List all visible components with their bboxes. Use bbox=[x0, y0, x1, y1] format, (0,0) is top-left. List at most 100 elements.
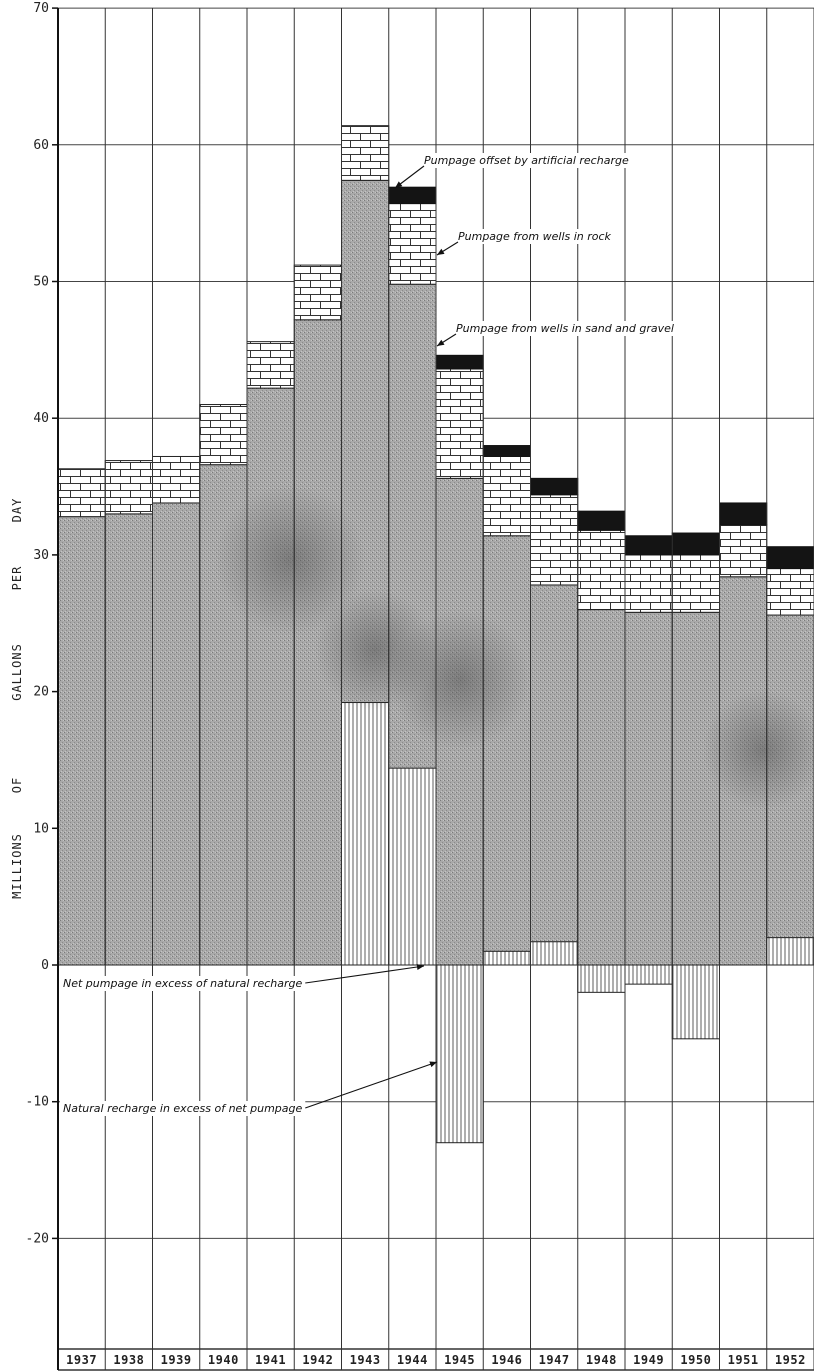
y-axis-label-word: OF bbox=[10, 777, 24, 793]
x-tick-label-1943: 1943 bbox=[350, 1353, 381, 1367]
y-tick-label: 30 bbox=[33, 548, 49, 563]
bar-rock-1940 bbox=[199, 404, 248, 466]
x-tick-label-1946: 1946 bbox=[491, 1353, 522, 1367]
bar-sand-gravel-1939 bbox=[152, 502, 201, 966]
annotation-label: Pumpage from wells in rock bbox=[458, 230, 612, 243]
x-tick-labels: 1937 1938 1939 1940 1941 1942 1943 1944 1945 1946… bbox=[66, 1353, 806, 1367]
annotation-arrowhead bbox=[429, 1061, 437, 1068]
x-tick-label-1950: 1950 bbox=[680, 1353, 711, 1367]
bar-rock-1943 bbox=[341, 125, 390, 181]
bar-net-1949 bbox=[624, 964, 673, 985]
bar-net-1944 bbox=[388, 767, 437, 966]
y-tick-label: 70 bbox=[33, 1, 49, 16]
bar-rock-1942 bbox=[293, 264, 342, 321]
bar-artificial-recharge-1947 bbox=[530, 477, 579, 496]
y-axis-label-word: DAY bbox=[10, 498, 24, 523]
scan-smudge bbox=[703, 690, 814, 810]
x-tick-label-1940: 1940 bbox=[208, 1353, 239, 1367]
annotation-label: Pumpage from wells in sand and gravel bbox=[456, 322, 674, 335]
bar-rock-1949 bbox=[624, 554, 673, 613]
bar-rock-1941 bbox=[246, 341, 295, 389]
annotation-leader bbox=[305, 965, 425, 984]
scan-smudge bbox=[215, 485, 365, 635]
scan-smudge bbox=[390, 610, 530, 750]
y-tick-label: 50 bbox=[33, 275, 49, 290]
y-tick-label: 10 bbox=[33, 821, 49, 836]
bar-rock-1947 bbox=[530, 494, 579, 586]
bar-artificial-recharge-1950 bbox=[671, 532, 720, 556]
bar-rock-1939 bbox=[152, 455, 201, 504]
bar-rock-1937 bbox=[57, 468, 106, 518]
bar-rock-1938 bbox=[104, 460, 153, 515]
y-tick-label: -10 bbox=[26, 1095, 49, 1110]
annotation-label: Pumpage offset by artificial recharge bbox=[424, 154, 629, 167]
bar-artificial-recharge-1948 bbox=[577, 510, 626, 531]
annotation-arrowhead bbox=[437, 339, 445, 346]
bar-artificial-recharge-1945 bbox=[435, 354, 484, 370]
bar-sand-gravel-1950 bbox=[671, 611, 720, 966]
y-tick-label: -20 bbox=[26, 1231, 49, 1246]
x-tick-label-1945: 1945 bbox=[444, 1353, 475, 1367]
bar-net-1945 bbox=[435, 964, 484, 1144]
annotation-bg bbox=[455, 229, 614, 244]
y-tick-label: 0 bbox=[41, 958, 49, 973]
annotation-arrowhead bbox=[437, 248, 445, 255]
bar-sand-gravel-1941 bbox=[246, 387, 295, 966]
bar-artificial-recharge-1944 bbox=[388, 186, 437, 205]
annotation-arrowhead bbox=[416, 964, 424, 970]
annotation-bg bbox=[421, 153, 632, 168]
bar-net-1943 bbox=[341, 702, 390, 966]
y-axis-label-word: MILLIONS bbox=[10, 833, 24, 899]
bar-net-1946 bbox=[482, 950, 531, 966]
x-tick-label-1938: 1938 bbox=[113, 1353, 144, 1367]
bar-rock-1952 bbox=[766, 568, 814, 616]
annotation-label: Natural recharge in excess of net pumpag… bbox=[63, 1102, 302, 1115]
y-tick-labels: -20 -10 0 10 20 30 40 50 60 70 bbox=[26, 1, 49, 1246]
bar-artificial-recharge-1946 bbox=[482, 445, 531, 457]
x-tick-label-1942: 1942 bbox=[302, 1353, 333, 1367]
annotation-bg bbox=[60, 1101, 306, 1116]
y-axis-label-word: PER bbox=[10, 566, 24, 591]
bar-sand-gravel-1948 bbox=[577, 609, 626, 966]
bar-artificial-recharge-1951 bbox=[719, 502, 768, 526]
bar-rock-1946 bbox=[482, 455, 531, 537]
bar-sand-gravel-1946 bbox=[482, 535, 531, 966]
bar-artificial-recharge-1949 bbox=[624, 535, 673, 556]
x-tick-label-1941: 1941 bbox=[255, 1353, 286, 1367]
bar-sand-gravel-1937 bbox=[57, 516, 106, 966]
axis bbox=[52, 7, 59, 1370]
bar-net-1947 bbox=[530, 941, 579, 966]
bar-sand-gravel-1949 bbox=[624, 611, 673, 966]
annotations: Pumpage offset by artificial recharge Pum… bbox=[60, 153, 677, 1116]
bar-rock-1944 bbox=[388, 203, 437, 285]
bar-net-1952 bbox=[766, 937, 814, 966]
bar-rock-1948 bbox=[577, 529, 626, 611]
annotation-bg bbox=[453, 321, 677, 336]
bar-net-1948 bbox=[577, 964, 626, 993]
y-tick-label: 40 bbox=[33, 411, 49, 426]
bar-rock-1945 bbox=[435, 368, 484, 479]
x-tick-label-1937: 1937 bbox=[66, 1353, 97, 1367]
bars bbox=[57, 125, 814, 1144]
x-tick-label-1952: 1952 bbox=[775, 1353, 806, 1367]
y-tick-label: 20 bbox=[33, 685, 49, 700]
x-tick-label-1939: 1939 bbox=[161, 1353, 192, 1367]
bar-rock-1950 bbox=[671, 554, 720, 613]
x-tick-label-1944: 1944 bbox=[397, 1353, 428, 1367]
photo-smudges bbox=[215, 485, 814, 810]
bar-net-1950 bbox=[671, 964, 720, 1040]
y-axis-label: MILLIONS OF GALLONS PER DAY bbox=[10, 498, 24, 899]
bar-artificial-recharge-1952 bbox=[766, 546, 814, 570]
x-tick-label-1951: 1951 bbox=[728, 1353, 759, 1367]
bar-sand-gravel-1947 bbox=[530, 584, 579, 966]
annotation-label: Net pumpage in excess of natural recharg… bbox=[63, 977, 302, 990]
annotation-bg bbox=[60, 976, 306, 991]
y-axis-label-word: GALLONS bbox=[10, 643, 24, 701]
x-tick-label-1947: 1947 bbox=[539, 1353, 570, 1367]
bar-rock-1951 bbox=[719, 524, 768, 578]
bar-sand-gravel-1938 bbox=[104, 513, 153, 966]
x-tick-label-1948: 1948 bbox=[586, 1353, 617, 1367]
x-tick-label-1949: 1949 bbox=[633, 1353, 664, 1367]
y-tick-label: 60 bbox=[33, 138, 49, 153]
